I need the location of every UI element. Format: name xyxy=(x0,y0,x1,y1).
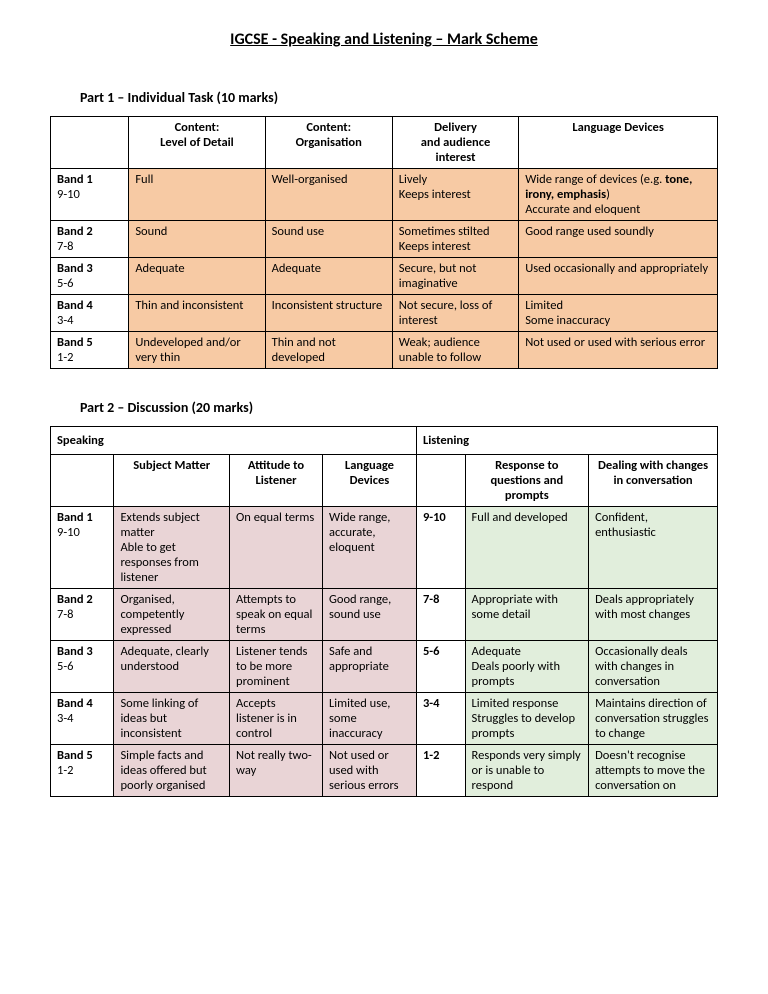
part2-listening-cell: Confident, enthusiastic xyxy=(589,507,718,589)
page-title: IGCSE - Speaking and Listening – Mark Sc… xyxy=(50,30,718,49)
band-cell: Band 51-2 xyxy=(51,332,129,369)
part2-speaking-cell: Limited use, some inaccuracy xyxy=(322,693,416,745)
part2-listening-cell: Doesn't recognise attempts to move the c… xyxy=(589,745,718,797)
listening-range-cell: 5-6 xyxy=(416,641,465,693)
part1-column-header: Deliveryand audienceinterest xyxy=(392,117,518,169)
band-cell: Band 19-10 xyxy=(51,507,114,589)
part1-cell: Wide range of devices (e.g. tone, irony,… xyxy=(519,169,718,221)
band-cell: Band 19-10 xyxy=(51,169,129,221)
part2-speaking-column-header: Language Devices xyxy=(322,455,416,507)
part2-speaking-cell: Safe and appropriate xyxy=(322,641,416,693)
part1-column-header: Content:Level of Detail xyxy=(129,117,265,169)
band-cell: Band 27-8 xyxy=(51,221,129,258)
part2-speaking-cell: Adequate, clearly understood xyxy=(114,641,230,693)
part1-cell: Used occasionally and appropriately xyxy=(519,258,718,295)
listening-range-cell: 7-8 xyxy=(416,589,465,641)
listening-range-cell: 9-10 xyxy=(416,507,465,589)
part2-speaking-cell: Good range, sound use xyxy=(322,589,416,641)
part2-speaking-cell: Organised, competently expressed xyxy=(114,589,230,641)
part2-listening-cell: Limited responseStruggles to develop pro… xyxy=(465,693,589,745)
part1-cell: Sometimes stiltedKeeps interest xyxy=(392,221,518,258)
part1-cell: LimitedSome inaccuracy xyxy=(519,295,718,332)
speaking-section-label: Speaking xyxy=(51,427,417,455)
part2-speaking-cell: Some linking of ideas but inconsistent xyxy=(114,693,230,745)
part2-listening-column-header: Response to questions and prompts xyxy=(465,455,589,507)
part1-column-header: Content:Organisation xyxy=(265,117,392,169)
band-cell: Band 43-4 xyxy=(51,295,129,332)
part1-cell: Weak; audience unable to follow xyxy=(392,332,518,369)
part2-speaking-cell: Accepts listener is in control xyxy=(230,693,323,745)
part2-listening-column-header: Dealing with changes in conversation xyxy=(589,455,718,507)
part1-cell: Good range used soundly xyxy=(519,221,718,258)
part1-cell: Adequate xyxy=(265,258,392,295)
part2-listening-cell: Maintains direction of conversation stru… xyxy=(589,693,718,745)
part1-cell: Well-organised xyxy=(265,169,392,221)
part1-cell: Adequate xyxy=(129,258,265,295)
part2-speaking-cell: Not really two-way xyxy=(230,745,323,797)
part2-listening-cell: Occasionally deals with changes in conve… xyxy=(589,641,718,693)
band-cell: Band 43-4 xyxy=(51,693,114,745)
band-cell: Band 51-2 xyxy=(51,745,114,797)
part2-speaking-column-header: Attitude to Listener xyxy=(230,455,323,507)
part2-listening-cell: Responds very simply or is unable to res… xyxy=(465,745,589,797)
part2-speaking-cell: Simple facts and ideas offered but poorl… xyxy=(114,745,230,797)
part1-cell: Thin and not developed xyxy=(265,332,392,369)
part1-heading: Part 1 – Individual Task (10 marks) xyxy=(80,89,718,106)
part2-speaking-cell: Not used or used with serious errors xyxy=(322,745,416,797)
part1-cell: Not used or used with serious error xyxy=(519,332,718,369)
part2-listening-cell: Full and developed xyxy=(465,507,589,589)
part1-cell: Secure, but not imaginative xyxy=(392,258,518,295)
part1-column-header: Language Devices xyxy=(519,117,718,169)
part1-cell: LivelyKeeps interest xyxy=(392,169,518,221)
part2-speaking-cell: On equal terms xyxy=(230,507,323,589)
part2-speaking-cell: Listener tends to be more prominent xyxy=(230,641,323,693)
part1-cell: Thin and inconsistent xyxy=(129,295,265,332)
band-cell: Band 35-6 xyxy=(51,641,114,693)
part2-listening-cell: Appropriate with some detail xyxy=(465,589,589,641)
part2-table: SpeakingListening Subject MatterAttitude … xyxy=(50,426,718,797)
band-cell: Band 27-8 xyxy=(51,589,114,641)
part2-speaking-column-header: Subject Matter xyxy=(114,455,230,507)
part1-table: Content:Level of DetailContent:Organisat… xyxy=(50,116,718,369)
part2-listening-cell: Deals appropriately with most changes xyxy=(589,589,718,641)
part2-speaking-cell: Extends subject matterAble to get respon… xyxy=(114,507,230,589)
part1-cell: Full xyxy=(129,169,265,221)
part2-heading: Part 2 – Discussion (20 marks) xyxy=(80,399,718,416)
part1-cell: Inconsistent structure xyxy=(265,295,392,332)
part2-speaking-cell: Attempts to speak on equal terms xyxy=(230,589,323,641)
band-cell: Band 35-6 xyxy=(51,258,129,295)
part2-listening-cell: AdequateDeals poorly with prompts xyxy=(465,641,589,693)
part1-cell: Not secure, loss of interest xyxy=(392,295,518,332)
part1-cell: Sound use xyxy=(265,221,392,258)
listening-section-label: Listening xyxy=(416,427,717,455)
listening-range-cell: 1-2 xyxy=(416,745,465,797)
part1-cell: Undeveloped and/or very thin xyxy=(129,332,265,369)
part2-speaking-cell: Wide range, accurate, eloquent xyxy=(322,507,416,589)
part1-cell: Sound xyxy=(129,221,265,258)
listening-range-cell: 3-4 xyxy=(416,693,465,745)
